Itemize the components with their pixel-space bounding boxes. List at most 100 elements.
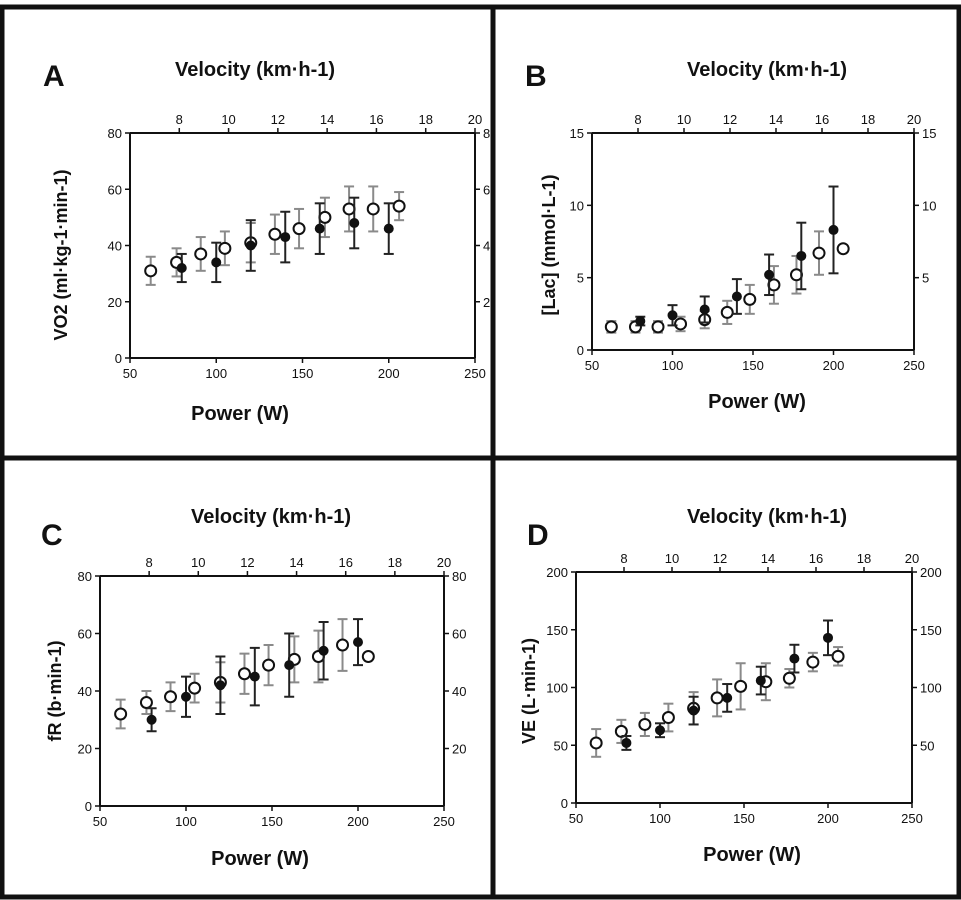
x2-tick-label: 12 xyxy=(713,551,727,566)
y2-tick-label: 200 xyxy=(920,565,942,580)
point-filled xyxy=(667,310,678,321)
y2-tick-label: 80 xyxy=(452,569,466,584)
x2-tick-label: 14 xyxy=(761,551,775,566)
y2-tick-label: 40 xyxy=(452,684,466,699)
x2-tick-label: 8 xyxy=(634,112,641,127)
point-filled xyxy=(755,675,766,686)
x2-tick-label: 14 xyxy=(289,555,303,570)
point-open xyxy=(336,638,350,652)
top-axis-title: Velocity (km·h-1) xyxy=(191,506,351,528)
y-axis-title: VE (L·min-1) xyxy=(519,638,539,744)
x2-tick-label: 20 xyxy=(468,112,482,127)
x-tick-label: 150 xyxy=(733,811,755,826)
top-axis-title: Velocity (km·h-1) xyxy=(687,59,847,81)
x-tick-label: 150 xyxy=(742,358,764,373)
point-open xyxy=(806,655,820,669)
x2-tick-label: 20 xyxy=(907,112,921,127)
point-open xyxy=(782,671,796,685)
point-open xyxy=(164,690,178,704)
point-filled xyxy=(731,291,742,302)
y2-tick-label: 10 xyxy=(922,198,936,213)
x-tick-label: 100 xyxy=(649,811,671,826)
y-tick-label: 0 xyxy=(115,351,122,366)
x-axis-title: Power (W) xyxy=(191,403,289,425)
point-open xyxy=(292,222,306,236)
top-axis-title: Velocity (km·h-1) xyxy=(175,59,335,81)
point-open xyxy=(734,679,748,693)
x-tick-label: 200 xyxy=(817,811,839,826)
point-open xyxy=(342,202,356,216)
x2-tick-label: 18 xyxy=(857,551,871,566)
x-axis-title: Power (W) xyxy=(708,391,806,413)
point-filled xyxy=(215,680,226,691)
point-open xyxy=(114,707,128,721)
point-filled xyxy=(699,304,710,315)
x2-tick-label: 8 xyxy=(176,112,183,127)
point-open xyxy=(836,242,850,256)
y-tick-label: 20 xyxy=(108,295,122,310)
point-open xyxy=(661,711,675,725)
plot-area: 5010015020025081012141618200204060802040… xyxy=(108,112,491,381)
point-open xyxy=(589,736,603,750)
point-open xyxy=(188,681,202,695)
x-tick-label: 50 xyxy=(569,811,583,826)
x2-tick-label: 10 xyxy=(665,551,679,566)
x-tick-label: 50 xyxy=(585,358,599,373)
x2-tick-label: 18 xyxy=(418,112,432,127)
point-open xyxy=(831,649,845,663)
y-tick-label: 150 xyxy=(546,623,568,638)
x-tick-label: 200 xyxy=(378,366,400,381)
y-tick-label: 5 xyxy=(577,271,584,286)
x2-tick-label: 10 xyxy=(677,112,691,127)
x2-tick-label: 10 xyxy=(191,555,205,570)
point-open xyxy=(361,650,375,663)
y2-tick-label: 20 xyxy=(483,295,491,310)
x-tick-label: 200 xyxy=(823,358,845,373)
x2-tick-label: 12 xyxy=(271,112,285,127)
y2-tick-label: 20 xyxy=(452,742,466,757)
point-filled xyxy=(823,632,833,643)
panel-d: D Velocity (km·h-1) Power (W) VE (L·min-… xyxy=(495,461,957,895)
x-tick-label: 250 xyxy=(433,814,455,829)
x2-tick-label: 20 xyxy=(905,551,919,566)
point-open xyxy=(638,717,652,731)
chart-b: B Velocity (km·h-1) Power (W) [Lac] (mmo… xyxy=(525,59,937,413)
point-filled xyxy=(176,263,187,273)
y-axis-title: fR (b·min-1) xyxy=(45,641,65,742)
x-tick-label: 150 xyxy=(261,814,283,829)
point-open xyxy=(194,247,208,261)
y-tick-label: 0 xyxy=(577,343,584,358)
top-axis-title: Velocity (km·h-1) xyxy=(687,506,847,528)
point-filled xyxy=(655,725,665,736)
y2-tick-label: 5 xyxy=(922,271,929,286)
y-tick-label: 80 xyxy=(78,569,92,584)
y2-tick-label: 40 xyxy=(483,239,491,254)
point-open xyxy=(139,696,153,709)
point-filled xyxy=(181,691,191,702)
y-tick-label: 10 xyxy=(570,198,584,213)
x-axis-title: Power (W) xyxy=(703,844,801,866)
x-tick-label: 250 xyxy=(903,358,925,373)
point-filled xyxy=(353,637,363,648)
chart-a: A Velocity (km·h-1) Power (W) VO2 (ml·kg… xyxy=(43,59,491,425)
point-open xyxy=(812,246,826,260)
y-tick-label: 60 xyxy=(78,627,92,642)
chart-d: D Velocity (km·h-1) Power (W) VE (L·min-… xyxy=(519,506,942,866)
chart-c: C Velocity (km·h-1) Power (W) fR (b·min-… xyxy=(41,506,466,870)
panel-label: B xyxy=(525,60,547,93)
x2-tick-label: 16 xyxy=(338,555,352,570)
x2-tick-label: 14 xyxy=(320,112,334,127)
x2-tick-label: 12 xyxy=(723,112,737,127)
y2-tick-label: 15 xyxy=(922,126,936,141)
x-tick-label: 100 xyxy=(175,814,197,829)
y-tick-label: 80 xyxy=(108,126,122,141)
x-tick-label: 200 xyxy=(347,814,369,829)
point-open xyxy=(237,667,251,681)
y-tick-label: 0 xyxy=(85,799,92,814)
y2-tick-label: 60 xyxy=(452,627,466,642)
x2-tick-label: 14 xyxy=(769,112,783,127)
point-filled xyxy=(383,223,394,234)
panel-a: A Velocity (km·h-1) Power (W) VO2 (ml·kg… xyxy=(5,10,491,456)
